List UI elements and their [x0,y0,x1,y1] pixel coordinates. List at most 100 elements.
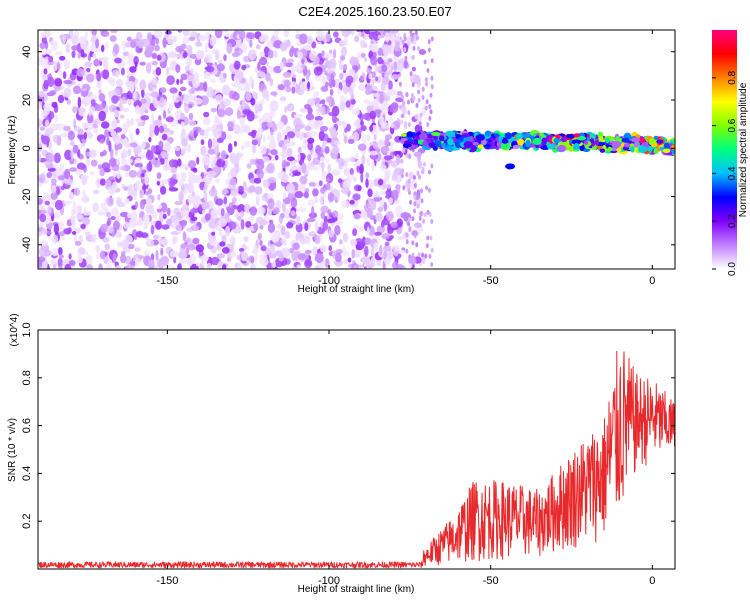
secondary-blob [505,163,516,170]
noise-blob [198,35,207,42]
noise-blob [238,247,245,252]
noise-blob [259,253,268,261]
noise-blob [241,124,251,133]
noise-blob [74,227,81,234]
band-blob [623,143,631,148]
noise-blob [338,163,343,170]
noise-blob [245,245,250,251]
noise-blob [351,99,356,105]
noise-blob [423,161,426,167]
noise-blob [320,99,326,105]
band-blob [573,143,580,150]
noise-blob [227,121,234,130]
noise-blob [350,156,356,162]
noise-blob [141,169,147,174]
noise-blob [339,39,345,48]
noise-blob [92,120,97,125]
noise-blob [165,30,172,35]
noise-blob [112,133,119,140]
noise-blob [180,219,188,226]
noise-blob [111,181,118,193]
noise-blob [57,135,62,146]
noise-blob [73,233,78,243]
band-blob [611,140,621,148]
noise-blob [224,32,231,38]
noise-blob [200,255,209,262]
noise-blob [280,212,285,219]
noise-blob [259,219,268,226]
noise-blob [295,83,299,94]
noise-blob [159,211,165,221]
noise-blob [151,60,158,66]
noise-blob [89,106,96,114]
noise-blob [123,51,129,57]
noise-blob [88,149,97,158]
noise-blob [366,207,373,219]
noise-blob [411,54,415,60]
band-blob [566,133,575,139]
noise-blob [255,44,261,50]
noise-blob [155,249,159,261]
noise-blob [405,239,409,245]
noise-blob [244,140,251,148]
noise-blob [112,253,117,262]
noise-blob [172,173,177,179]
noise-blob [295,215,301,226]
noise-blob [140,98,147,104]
noise-blob [280,225,286,236]
colorbar-tick-label: 0.6 [727,118,738,132]
noise-blob [216,253,225,259]
noise-blob [135,230,144,238]
noise-blob [322,75,326,85]
noise-blob [286,156,295,162]
noise-blob [260,98,266,104]
noise-blob [304,222,309,232]
noise-blob [188,175,197,184]
noise-blob [48,55,54,63]
noise-blob [413,194,417,200]
noise-blob [49,40,58,46]
noise-blob [183,209,190,217]
noise-blob [206,262,212,269]
noise-blob [195,244,205,253]
band-blob [458,136,465,141]
noise-blob [170,223,177,229]
noise-blob [124,198,130,204]
noise-blob [223,72,227,79]
noise-blob [92,189,100,195]
noise-blob [423,212,427,218]
noise-blob [402,148,406,153]
noise-blob [426,122,430,128]
noise-blob [120,158,128,166]
noise-blob [303,44,312,51]
noise-blob [304,235,311,244]
spectrogram-x-tick-label: -50 [483,275,499,287]
noise-blob [292,160,297,166]
band-blob [672,139,675,145]
noise-blob [40,51,47,56]
noise-blob [200,201,210,210]
noise-blob [355,107,360,116]
noise-blob [71,35,79,45]
noise-blob [171,215,179,224]
snr-y-axis: 0.2 0.4 0.6 0.8 1.0 [21,322,675,529]
noise-blob [347,138,355,144]
noise-blob [186,44,193,54]
snr-panel: -150 -100 -50 0 0.2 0.4 0.6 0.8 1.0 Height of s… [7,313,676,595]
noise-blob [321,170,326,180]
noise-blob [85,96,91,106]
noise-blob [110,30,118,34]
noise-blob [376,260,382,267]
band-blob [500,142,511,150]
noise-blob [409,30,413,35]
noise-blob [253,222,259,232]
noise-blob [408,171,414,180]
noise-blob [221,234,227,244]
noise-blob [148,136,152,143]
noise-blob [170,231,179,236]
noise-blob [227,143,233,153]
noise-blob [84,30,89,40]
noise-blob [179,163,189,169]
noise-blob [176,78,180,85]
noise-blob [135,128,140,136]
